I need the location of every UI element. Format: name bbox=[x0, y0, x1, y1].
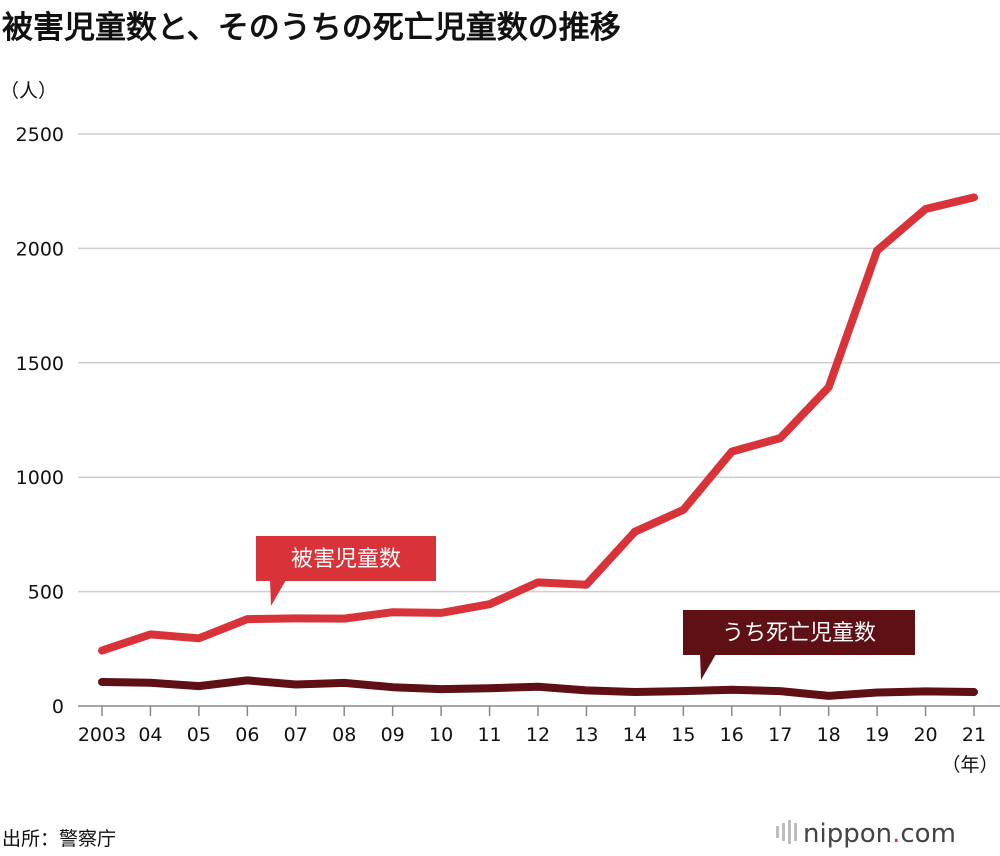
x-tick-labels: 2003 04 05 06 07 08 09 10 11 12 13 14 15 16 17 18 19 20 21 bbox=[78, 706, 986, 746]
y-axis-unit: （人） bbox=[0, 80, 57, 102]
y-tick-label: 2000 bbox=[16, 238, 64, 260]
x-tick-label: 20 bbox=[913, 724, 937, 746]
deaths-label-text: うち死亡児童数 bbox=[722, 621, 876, 646]
x-tick-label: 04 bbox=[138, 724, 162, 746]
deaths-line bbox=[98, 676, 978, 700]
x-tick-label: 07 bbox=[284, 724, 308, 746]
y-tick-label: 2500 bbox=[16, 124, 64, 146]
y-tick-label: 0 bbox=[52, 696, 64, 718]
logo-name: nippon bbox=[803, 819, 892, 849]
victims-label-text: 被害児童数 bbox=[291, 547, 401, 572]
nippon-logo: nippon.com bbox=[776, 819, 956, 849]
logo-bars-icon bbox=[776, 820, 797, 844]
x-tick-label: 16 bbox=[720, 724, 744, 746]
victims-series-label: 被害児童数 bbox=[256, 536, 436, 606]
x-tick-label: 14 bbox=[623, 724, 647, 746]
svg-text:nippon.com: nippon.com bbox=[803, 819, 956, 849]
x-tick-label: 09 bbox=[381, 724, 405, 746]
x-tick-label: 13 bbox=[574, 724, 598, 746]
x-tick-label: 17 bbox=[768, 724, 792, 746]
x-tick-label: 15 bbox=[671, 724, 695, 746]
source-note: 出所：警察庁 bbox=[2, 828, 116, 850]
deaths-series-label: うち死亡児童数 bbox=[683, 610, 915, 680]
deaths-label-pointer bbox=[700, 654, 716, 680]
y-tick-labels: 0 500 1000 1500 2000 2500 bbox=[16, 124, 64, 718]
chart-title: 被害児童数と、そのうちの死亡児童数の推移 bbox=[2, 10, 621, 46]
x-tick-label: 12 bbox=[526, 724, 550, 746]
deaths-label-box bbox=[683, 610, 915, 655]
victims-line bbox=[98, 193, 978, 655]
x-tick-label: 19 bbox=[865, 724, 889, 746]
x-tick-label: 2003 bbox=[78, 724, 126, 746]
x-tick-label: 08 bbox=[332, 724, 356, 746]
y-tick-label: 1500 bbox=[16, 353, 64, 375]
logo-dot: . bbox=[892, 819, 900, 849]
x-tick-label: 06 bbox=[235, 724, 259, 746]
victims-label-pointer bbox=[270, 580, 286, 606]
x-tick-label: 18 bbox=[817, 724, 841, 746]
logo-domain: com bbox=[900, 819, 956, 849]
x-axis-unit: （年） bbox=[941, 754, 998, 776]
y-tick-label: 1000 bbox=[16, 467, 64, 489]
x-tick-label: 11 bbox=[477, 724, 501, 746]
x-tick-label: 10 bbox=[429, 724, 453, 746]
series-lines bbox=[98, 193, 978, 700]
x-tick-label: 05 bbox=[187, 724, 211, 746]
x-tick-label: 21 bbox=[962, 724, 986, 746]
grid-lines bbox=[78, 133, 1000, 707]
victims-label-box bbox=[256, 536, 436, 581]
y-tick-label: 500 bbox=[28, 582, 64, 604]
